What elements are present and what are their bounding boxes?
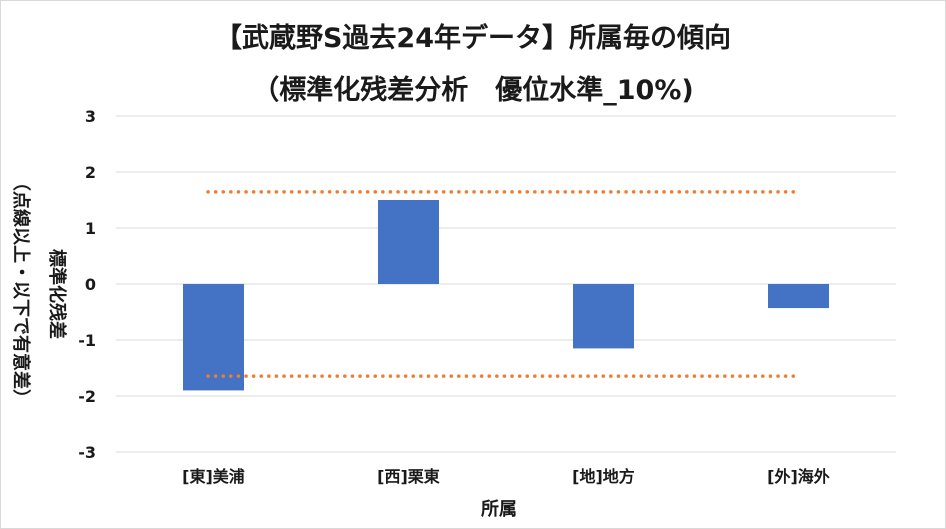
y-tick-label: -2 [78, 387, 96, 406]
y-tick-label: 2 [85, 163, 96, 182]
y-tick-label: 1 [85, 219, 96, 238]
x-axis-label: 所属 [481, 499, 517, 520]
y-axis-label: 標準化残差 [46, 249, 67, 339]
chart-subtitle: （標準化残差分析 優位水準_10%) [252, 75, 694, 106]
x-tick-label: [外]海外 [767, 467, 830, 486]
y-axis-note: （点線以上・以下で有意差） [10, 173, 31, 407]
x-tick-label: [西]栗東 [377, 467, 440, 486]
chart-title: 【武蔵野S過去24年データ】所属毎の傾向 [214, 23, 732, 54]
y-tick-label: -3 [78, 443, 96, 462]
bar [573, 284, 634, 349]
x-tick-label: [地]地方 [572, 467, 635, 486]
bar [768, 284, 829, 309]
x-tick-label: [東]美浦 [182, 467, 245, 486]
y-tick-label: 0 [85, 275, 96, 294]
bar [378, 200, 439, 284]
y-tick-label: -1 [78, 331, 96, 350]
y-tick-label: 3 [85, 107, 96, 126]
bar [183, 284, 244, 391]
